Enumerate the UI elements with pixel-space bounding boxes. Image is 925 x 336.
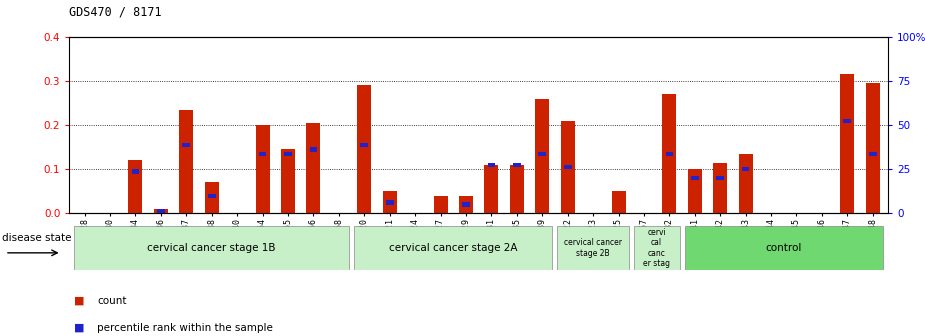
Text: GDS470 / 8171: GDS470 / 8171	[69, 5, 162, 18]
Bar	[536, 99, 549, 213]
Bar	[866, 83, 880, 213]
Text: ■: ■	[74, 323, 84, 333]
Bar	[306, 123, 320, 213]
Bar	[513, 163, 521, 167]
Text: count: count	[97, 296, 127, 306]
Bar	[716, 176, 724, 180]
Text: cervical cancer stage 1B: cervical cancer stage 1B	[147, 243, 276, 253]
Bar	[361, 143, 368, 147]
Bar	[462, 202, 470, 207]
Bar	[662, 94, 676, 213]
Bar	[208, 194, 216, 198]
Bar	[844, 119, 851, 123]
Text: cervi
cal
canc
er stag: cervi cal canc er stag	[643, 228, 670, 268]
Text: cervical cancer stage 2A: cervical cancer stage 2A	[389, 243, 517, 253]
Bar	[742, 167, 749, 171]
Bar	[611, 191, 625, 213]
Bar	[561, 121, 574, 213]
Bar	[182, 143, 191, 147]
Bar	[840, 75, 855, 213]
Bar	[386, 200, 393, 205]
Bar	[665, 152, 673, 156]
Bar	[538, 152, 546, 156]
Bar	[713, 163, 727, 213]
Bar	[688, 169, 702, 213]
Bar	[558, 226, 629, 269]
Bar	[259, 152, 266, 156]
Bar	[459, 196, 473, 213]
Bar	[354, 226, 552, 269]
Bar	[510, 165, 524, 213]
Bar	[684, 226, 883, 269]
Bar	[179, 110, 193, 213]
Bar	[634, 226, 680, 269]
Bar	[157, 209, 165, 213]
Text: disease state: disease state	[2, 233, 71, 243]
Bar	[357, 85, 371, 213]
Bar	[74, 226, 349, 269]
Bar	[310, 147, 317, 152]
Bar	[869, 152, 877, 156]
Bar	[281, 150, 295, 213]
Bar	[564, 165, 572, 169]
Bar	[154, 209, 168, 213]
Bar	[284, 152, 292, 156]
Bar	[204, 182, 218, 213]
Bar	[131, 169, 140, 174]
Bar	[739, 154, 753, 213]
Bar	[485, 165, 499, 213]
Text: percentile rank within the sample: percentile rank within the sample	[97, 323, 273, 333]
Bar	[487, 163, 495, 167]
Text: cervical cancer
stage 2B: cervical cancer stage 2B	[564, 238, 623, 257]
Bar	[383, 191, 397, 213]
Text: control: control	[766, 243, 802, 253]
Bar	[255, 125, 269, 213]
Bar	[129, 161, 142, 213]
Bar	[691, 176, 698, 180]
Text: ■: ■	[74, 296, 84, 306]
Bar	[434, 196, 448, 213]
